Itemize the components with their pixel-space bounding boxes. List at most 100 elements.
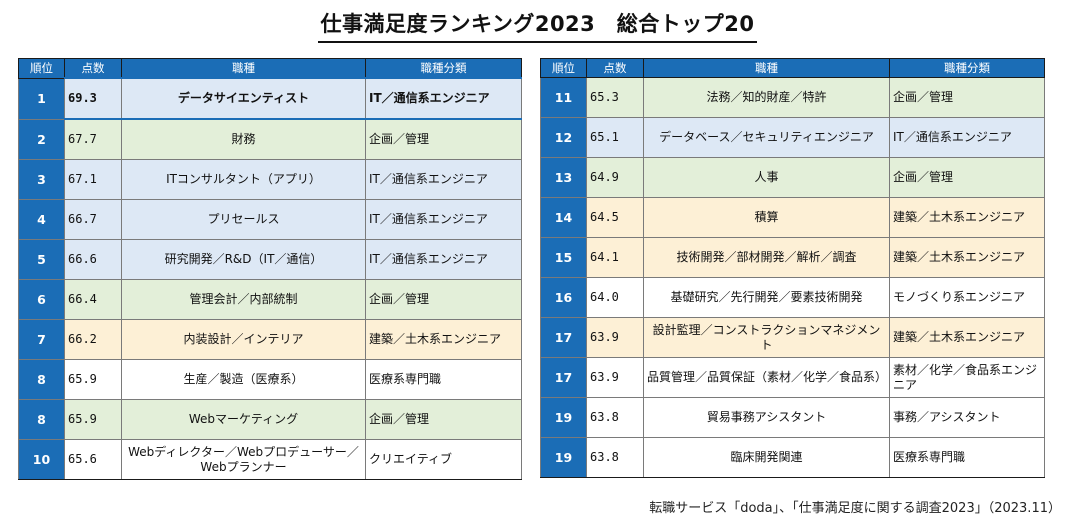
job-cell: 生産／製造（医療系）: [121, 359, 366, 400]
job-cell: 人事: [643, 157, 890, 198]
score-cell: 63.9: [586, 357, 644, 398]
header-category: 職種分類: [889, 58, 1045, 78]
job-cell: 品質管理／品質保証（素材／化学／食品系）: [643, 357, 890, 398]
header-score: 点数: [586, 58, 644, 78]
category-cell: 建築／土木系エンジニア: [365, 319, 522, 360]
job-cell: ITコンサルタント（アプリ）: [121, 159, 366, 200]
table-row: 2 67.7 財務 企画／管理: [18, 118, 522, 160]
score-cell: 63.8: [586, 397, 644, 438]
table-row: 10 65.6 Webディレクター／Webプロデューサー／Webプランナー クリエイテ…: [18, 439, 522, 480]
rank-cell: 14: [540, 197, 587, 238]
score-cell: 64.1: [586, 237, 644, 278]
table-header-row: 順位 点数 職種 職種分類: [540, 58, 1045, 78]
job-cell: 管理会計／内部統制: [121, 279, 366, 320]
rank-cell: 19: [540, 437, 587, 478]
header-job: 職種: [121, 58, 366, 79]
job-cell: 法務／知的財産／特許: [643, 77, 890, 118]
table-row: 11 65.3 法務／知的財産／特許 企画／管理: [540, 77, 1045, 118]
category-cell: IT／通信系エンジニア: [889, 117, 1045, 158]
header-rank: 順位: [18, 58, 65, 79]
table-header-row: 順位 点数 職種 職種分類: [18, 58, 522, 79]
table-row: 8 65.9 生産／製造（医療系） 医療系専門職: [18, 359, 522, 400]
job-cell: 財務: [121, 118, 366, 160]
score-cell: 63.8: [586, 437, 644, 478]
category-cell: クリエイティブ: [365, 439, 522, 480]
table-row: 1 69.3 データサイエンティスト IT／通信系エンジニア: [18, 77, 522, 120]
header-score: 点数: [64, 58, 122, 79]
rank-cell: 17: [540, 317, 587, 358]
category-cell: 企画／管理: [365, 279, 522, 320]
rank-cell: 2: [18, 118, 65, 160]
category-cell: 建築／土木系エンジニア: [889, 237, 1045, 278]
ranking-table-right: 順位 点数 職種 職種分類 11 65.3 法務／知的財産／特許 企画／管理 12 65.…: [540, 58, 1045, 478]
score-cell: 64.0: [586, 277, 644, 318]
score-cell: 65.1: [586, 117, 644, 158]
table-row: 7 66.2 内装設計／インテリア 建築／土木系エンジニア: [18, 319, 522, 360]
score-cell: 65.6: [64, 439, 122, 480]
category-cell: 建築／土木系エンジニア: [889, 317, 1045, 358]
category-cell: モノづくり系エンジニア: [889, 277, 1045, 318]
score-cell: 69.3: [64, 77, 122, 120]
table-row: 4 66.7 プリセールス IT／通信系エンジニア: [18, 199, 522, 240]
job-cell: 臨床開発関連: [643, 437, 890, 478]
title-container: 仕事満足度ランキング2023 総合トップ20: [0, 8, 1075, 43]
table-row: 6 66.4 管理会計／内部統制 企画／管理: [18, 279, 522, 320]
score-cell: 67.7: [64, 118, 122, 160]
rank-cell: 8: [18, 359, 65, 400]
header-category: 職種分類: [365, 58, 522, 79]
table-row: 15 64.1 技術開発／部材開発／解析／調査 建築／土木系エンジニア: [540, 237, 1045, 278]
job-cell: 技術開発／部材開発／解析／調査: [643, 237, 890, 278]
rank-cell: 12: [540, 117, 587, 158]
score-cell: 64.5: [586, 197, 644, 238]
table-row: 8 65.9 Webマーケティング 企画／管理: [18, 399, 522, 440]
score-cell: 67.1: [64, 159, 122, 200]
job-cell: 貿易事務アシスタント: [643, 397, 890, 438]
category-cell: IT／通信系エンジニア: [365, 199, 522, 240]
job-cell: プリセールス: [121, 199, 366, 240]
table-row: 16 64.0 基礎研究／先行開発／要素技術開発 モノづくり系エンジニア: [540, 277, 1045, 318]
category-cell: 事務／アシスタント: [889, 397, 1045, 438]
table-row: 14 64.5 積算 建築／土木系エンジニア: [540, 197, 1045, 238]
job-cell: 積算: [643, 197, 890, 238]
rank-cell: 4: [18, 199, 65, 240]
ranking-table-left: 順位 点数 職種 職種分類 1 69.3 データサイエンティスト IT／通信系エンジニ…: [18, 58, 522, 480]
category-cell: IT／通信系エンジニア: [365, 239, 522, 280]
rank-cell: 3: [18, 159, 65, 200]
category-cell: 企画／管理: [365, 118, 522, 160]
job-cell: Webマーケティング: [121, 399, 366, 440]
job-cell: Webディレクター／Webプロデューサー／Webプランナー: [121, 439, 366, 480]
header-job: 職種: [643, 58, 890, 78]
rank-cell: 6: [18, 279, 65, 320]
score-cell: 66.2: [64, 319, 122, 360]
score-cell: 65.3: [586, 77, 644, 118]
source-note: 転職サービス「doda」、「仕事満足度に関する調査2023」（2023.11）: [649, 501, 1061, 516]
job-cell: データベース／セキュリティエンジニア: [643, 117, 890, 158]
category-cell: IT／通信系エンジニア: [365, 159, 522, 200]
category-cell: 医療系専門職: [365, 359, 522, 400]
table-row: 12 65.1 データベース／セキュリティエンジニア IT／通信系エンジニア: [540, 117, 1045, 158]
job-cell: 内装設計／インテリア: [121, 319, 366, 360]
category-cell: 企画／管理: [889, 77, 1045, 118]
score-cell: 63.9: [586, 317, 644, 358]
category-cell: 建築／土木系エンジニア: [889, 197, 1045, 238]
table-row: 19 63.8 臨床開発関連 医療系専門職: [540, 437, 1045, 478]
rank-cell: 7: [18, 319, 65, 360]
rank-cell: 8: [18, 399, 65, 440]
job-cell: 基礎研究／先行開発／要素技術開発: [643, 277, 890, 318]
category-cell: IT／通信系エンジニア: [365, 77, 522, 120]
table-row: 13 64.9 人事 企画／管理: [540, 157, 1045, 198]
table-row: 17 63.9 品質管理／品質保証（素材／化学／食品系） 素材／化学／食品系エンジニア: [540, 357, 1045, 398]
rank-cell: 1: [18, 77, 65, 120]
job-cell: 設計監理／コンストラクションマネジメント: [643, 317, 890, 358]
rank-cell: 13: [540, 157, 587, 198]
table-row: 17 63.9 設計監理／コンストラクションマネジメント 建築／土木系エンジニア: [540, 317, 1045, 358]
score-cell: 66.7: [64, 199, 122, 240]
rank-cell: 5: [18, 239, 65, 280]
score-cell: 66.4: [64, 279, 122, 320]
rank-cell: 17: [540, 357, 587, 398]
category-cell: 企画／管理: [889, 157, 1045, 198]
rank-cell: 15: [540, 237, 587, 278]
category-cell: 企画／管理: [365, 399, 522, 440]
category-cell: 医療系専門職: [889, 437, 1045, 478]
job-cell: データサイエンティスト: [121, 77, 366, 120]
